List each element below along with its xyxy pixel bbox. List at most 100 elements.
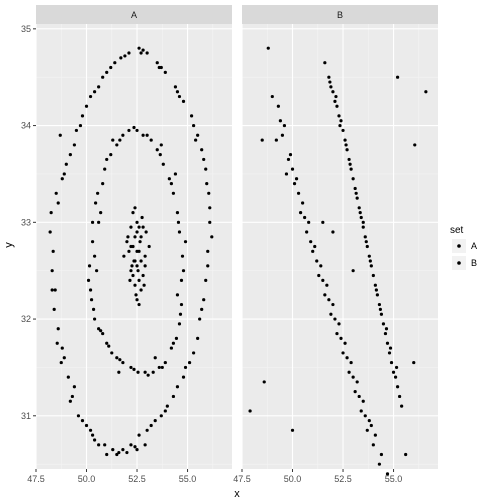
data-point xyxy=(391,370,396,374)
data-point xyxy=(129,225,133,229)
data-point xyxy=(169,182,173,186)
data-point xyxy=(129,365,133,370)
data-point xyxy=(371,273,375,278)
panel-background xyxy=(242,24,438,469)
data-point xyxy=(177,322,182,326)
data-point xyxy=(354,191,358,195)
data-point xyxy=(358,211,362,215)
data-point xyxy=(337,322,341,326)
data-point xyxy=(384,327,389,331)
data-point xyxy=(194,138,198,142)
data-point xyxy=(379,452,384,457)
data-point xyxy=(109,65,113,70)
data-point xyxy=(97,443,101,447)
data-point xyxy=(179,278,184,282)
points-A xyxy=(48,46,214,457)
data-point xyxy=(133,206,137,210)
legend-label: A xyxy=(471,241,477,251)
data-point xyxy=(72,143,76,147)
data-point xyxy=(165,404,169,408)
data-point xyxy=(175,385,180,389)
data-point xyxy=(135,220,139,224)
data-point xyxy=(347,370,351,374)
data-point xyxy=(51,249,55,253)
y-tick-label: 35 xyxy=(21,24,31,34)
data-point xyxy=(133,283,137,287)
data-point xyxy=(323,61,327,65)
data-point xyxy=(135,298,139,302)
data-point xyxy=(174,336,179,341)
data-point xyxy=(127,249,131,253)
data-point xyxy=(361,220,365,224)
data-point xyxy=(377,302,382,307)
legend-entry-A: A xyxy=(452,239,477,253)
data-point xyxy=(207,191,211,195)
x-tick-label: 47.5 xyxy=(233,474,251,484)
data-point xyxy=(88,288,93,292)
data-point xyxy=(333,317,337,321)
data-point xyxy=(377,462,382,466)
data-point xyxy=(276,104,280,108)
data-point xyxy=(157,365,161,370)
data-point xyxy=(126,235,130,239)
data-point xyxy=(204,167,208,171)
data-point xyxy=(97,327,101,331)
data-point xyxy=(353,390,357,394)
panel-A: A xyxy=(35,5,232,469)
data-point xyxy=(99,211,103,215)
data-point xyxy=(137,278,141,282)
data-point xyxy=(141,273,145,278)
data-point xyxy=(143,264,147,268)
data-point xyxy=(348,162,352,166)
data-point xyxy=(62,356,66,360)
data-point xyxy=(317,273,321,278)
data-point xyxy=(107,344,111,348)
data-point xyxy=(131,273,135,278)
data-point xyxy=(353,186,357,191)
data-point xyxy=(398,394,402,399)
data-point xyxy=(92,438,97,442)
data-point xyxy=(132,367,136,371)
data-point xyxy=(175,90,180,94)
legend-title: set xyxy=(450,225,464,236)
data-point xyxy=(290,167,295,171)
data-point xyxy=(66,375,70,379)
data-point xyxy=(383,331,388,336)
data-point xyxy=(142,283,146,287)
data-point xyxy=(84,104,89,108)
data-point xyxy=(103,167,107,171)
data-point xyxy=(280,133,285,137)
data-point xyxy=(331,302,335,307)
data-point xyxy=(328,80,332,84)
data-point xyxy=(208,220,212,224)
data-point xyxy=(357,206,361,210)
data-point xyxy=(143,370,147,374)
data-point xyxy=(339,119,343,123)
data-point xyxy=(204,278,208,282)
data-point xyxy=(68,152,72,157)
data-point xyxy=(321,220,325,224)
data-point xyxy=(347,157,351,162)
data-point xyxy=(303,215,307,220)
data-point xyxy=(301,201,305,205)
data-point xyxy=(369,264,373,268)
data-point xyxy=(339,336,343,341)
data-point xyxy=(97,220,101,224)
data-point xyxy=(178,312,183,316)
data-point xyxy=(121,448,125,452)
data-point xyxy=(369,423,373,428)
legend-entry-B: B xyxy=(452,256,477,270)
data-point xyxy=(208,206,212,210)
data-point xyxy=(143,443,147,447)
data-point xyxy=(349,360,353,365)
data-point xyxy=(111,448,115,452)
data-point xyxy=(202,298,206,302)
data-point xyxy=(50,269,54,273)
data-point xyxy=(359,215,363,220)
data-point xyxy=(319,264,323,268)
data-point xyxy=(176,220,181,224)
data-point xyxy=(331,90,335,94)
data-point xyxy=(56,327,60,331)
data-point xyxy=(133,235,137,239)
data-point xyxy=(175,293,180,297)
